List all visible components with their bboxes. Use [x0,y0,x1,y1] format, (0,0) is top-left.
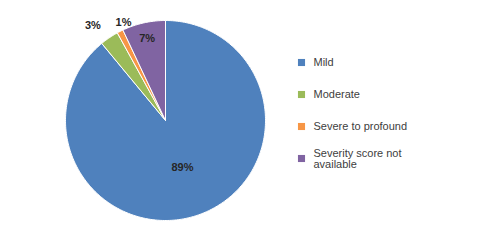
svg-text:Mild: Mild [314,56,334,68]
svg-text:7%: 7% [139,32,155,44]
svg-text:1%: 1% [116,16,132,28]
svg-text:Severe to profound: Severe to profound [314,120,408,132]
svg-text:Moderate: Moderate [314,88,360,100]
svg-text:Severity score notavailable: Severity score notavailable [314,147,402,170]
svg-text:3%: 3% [85,19,101,31]
svg-text:89%: 89% [171,161,193,173]
